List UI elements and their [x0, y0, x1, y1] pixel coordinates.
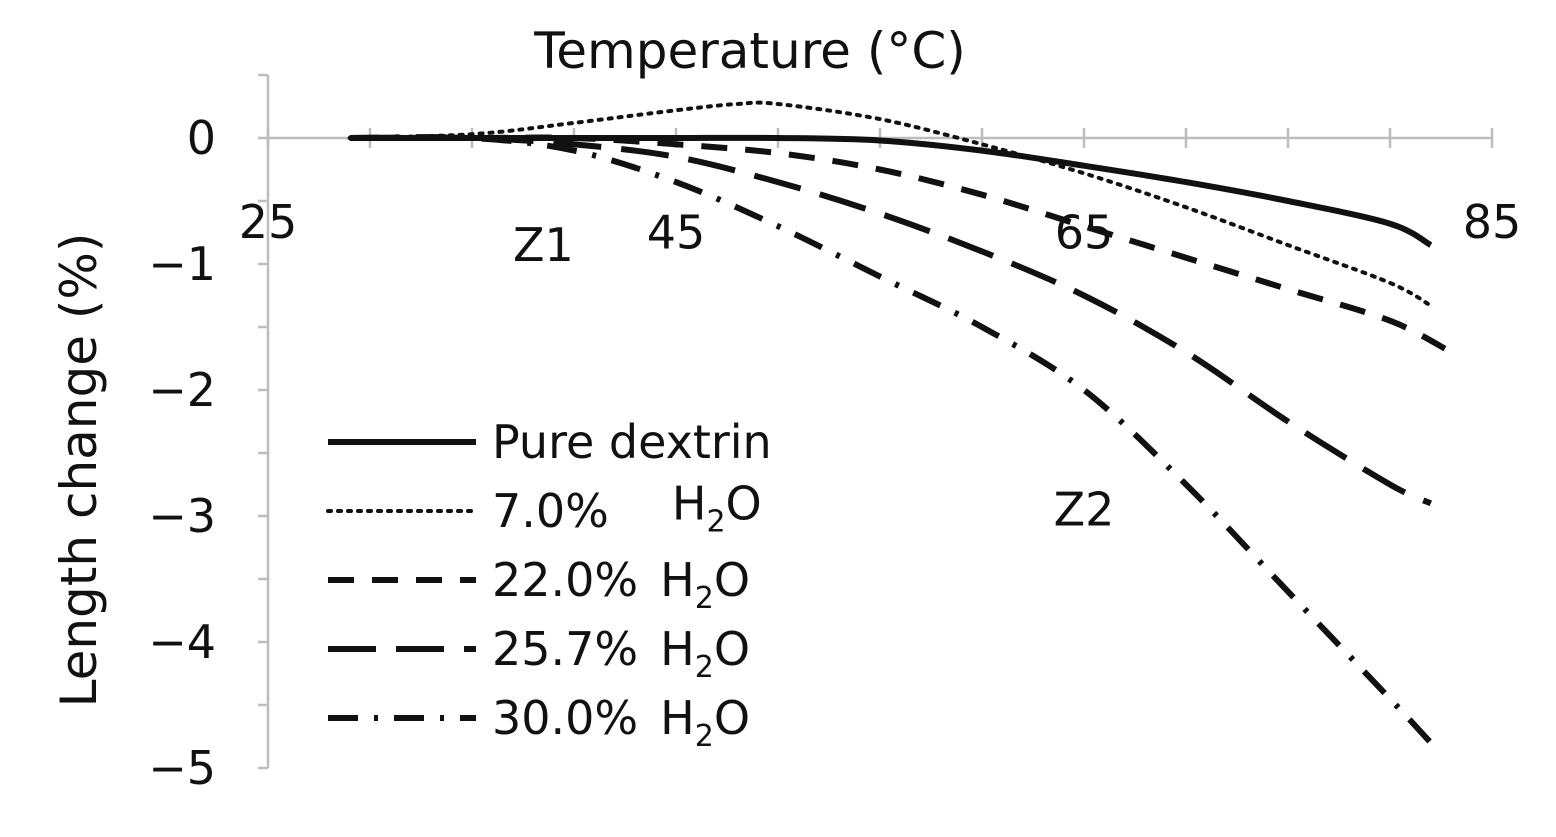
y-tick-label: −1: [148, 237, 216, 291]
annotation-0: Z1: [513, 218, 574, 272]
annotations: Z1 H2O Z2 65 45: [513, 206, 1114, 540]
series-layer: [347, 100, 1453, 745]
y-tick-label: −5: [148, 741, 216, 795]
y-tick-label: −4: [148, 615, 216, 669]
series-line-3: [349, 134, 1433, 507]
axes: 0 −1 −2 −3 −4 −5 25 85: [148, 73, 1522, 795]
series-line-4: [349, 134, 1434, 745]
legend-label-3: 25.7% H2O: [492, 622, 750, 685]
legend-label-1: 7.0%: [492, 484, 609, 538]
annotation-3: 65: [1055, 206, 1114, 260]
y-tick-label: 0: [187, 111, 216, 165]
legend-label-0: Pure dextrin: [492, 415, 772, 469]
legend-label-4: 30.0% H2O: [492, 691, 750, 754]
x-tick-label: 85: [1463, 195, 1522, 249]
y-axis-title: Length change (%): [50, 233, 108, 708]
annotation-2: Z2: [1054, 483, 1115, 537]
annotation-4: 45: [647, 206, 706, 260]
legend-label-2: 22.0% H2O: [492, 553, 750, 616]
series-line-1: [347, 100, 1433, 308]
x-axis-title: Temperature (°C): [533, 22, 966, 80]
annotation-1: H2O: [672, 476, 762, 539]
series-line-0: [349, 134, 1433, 248]
y-tick-label: −2: [148, 363, 216, 417]
x-tick-label: 25: [239, 195, 298, 249]
y-tick-label: −3: [148, 489, 216, 543]
